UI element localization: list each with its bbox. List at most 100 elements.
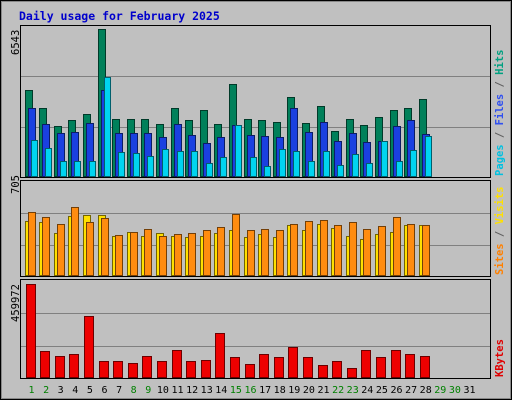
panel-top-bars bbox=[25, 29, 432, 177]
x-tick-day-17: 17 bbox=[259, 385, 271, 396]
bottom-bar-kbytes-day-8 bbox=[128, 363, 138, 378]
panel-middle-ymax: 705 bbox=[10, 175, 22, 194]
x-tick-day-6: 6 bbox=[101, 385, 107, 396]
x-tick-day-11: 11 bbox=[171, 385, 183, 396]
x-tick-day-8: 8 bbox=[131, 385, 137, 396]
x-tick-day-16: 16 bbox=[244, 385, 256, 396]
middle-bar-sites-day-19 bbox=[290, 224, 298, 276]
bottom-legend-part: KBytes bbox=[494, 339, 506, 377]
middle-bar-sites-day-26 bbox=[393, 217, 401, 276]
x-tick-day-7: 7 bbox=[116, 385, 122, 396]
middle-bar-sites-day-2 bbox=[42, 217, 50, 276]
bottom-bar-kbytes-day-28 bbox=[420, 356, 430, 378]
middle-bar-sites-day-11 bbox=[174, 234, 182, 276]
middle-bar-sites-day-20 bbox=[305, 221, 313, 276]
middle-bar-sites-day-1 bbox=[28, 212, 36, 276]
middle-bar-sites-day-21 bbox=[320, 220, 328, 276]
top-bar-pages-day-14 bbox=[220, 157, 227, 177]
x-tick-day-15: 15 bbox=[230, 385, 242, 396]
middle-bar-sites-day-5 bbox=[86, 222, 94, 276]
top-legend-part: / bbox=[494, 125, 506, 144]
top-bar-pages-day-15 bbox=[235, 125, 242, 177]
top-bar-pages-day-2 bbox=[45, 148, 52, 177]
middle-bar-sites-day-9 bbox=[144, 229, 152, 276]
top-legend-part: Files bbox=[494, 94, 506, 126]
bottom-bar-kbytes-day-20 bbox=[303, 357, 313, 378]
middle-bar-sites-day-7 bbox=[115, 235, 123, 276]
x-tick-day-1: 1 bbox=[28, 385, 34, 396]
top-bar-pages-day-27 bbox=[410, 150, 417, 177]
bottom-bar-kbytes-day-22 bbox=[332, 361, 342, 378]
bottom-bar-kbytes-day-26 bbox=[391, 350, 401, 378]
bottom-bar-kbytes-day-10 bbox=[157, 361, 167, 378]
panel-top-legend: Pages / Files / Hits bbox=[494, 50, 506, 176]
middle-bar-sites-day-18 bbox=[276, 230, 284, 276]
bottom-bar-kbytes-day-14 bbox=[215, 333, 225, 378]
middle-bar-sites-day-25 bbox=[378, 226, 386, 276]
middle-legend-part: Sites bbox=[494, 243, 506, 275]
middle-bar-sites-day-16 bbox=[247, 230, 255, 276]
x-tick-day-22: 22 bbox=[332, 385, 344, 396]
middle-bar-sites-day-12 bbox=[188, 233, 196, 276]
top-bar-pages-day-12 bbox=[191, 151, 198, 177]
panel-middle-bars bbox=[25, 207, 430, 276]
top-bar-pages-day-16 bbox=[250, 157, 257, 177]
x-tick-day-4: 4 bbox=[72, 385, 78, 396]
top-bar-pages-day-25 bbox=[381, 141, 388, 177]
top-bar-pages-day-24 bbox=[366, 163, 373, 177]
middle-bar-sites-day-23 bbox=[349, 222, 357, 276]
bottom-bar-kbytes-day-24 bbox=[361, 350, 371, 378]
top-bar-pages-day-19 bbox=[293, 151, 300, 177]
middle-bar-sites-day-3 bbox=[57, 224, 65, 276]
middle-legend-part: Visits bbox=[494, 186, 506, 224]
top-bar-pages-day-17 bbox=[264, 166, 271, 177]
x-tick-day-2: 2 bbox=[43, 385, 49, 396]
x-tick-day-5: 5 bbox=[87, 385, 93, 396]
middle-bar-sites-day-4 bbox=[71, 207, 79, 276]
bottom-bar-kbytes-day-12 bbox=[186, 361, 196, 378]
x-tick-day-28: 28 bbox=[420, 385, 432, 396]
x-axis-tick-labels: 1 2 3 4 5 6 7 8 9 10 11 12 13 14 15 16 17 18 19 20 21 22 23 24 2… bbox=[28, 385, 475, 396]
middle-bar-sites-day-24 bbox=[363, 229, 371, 276]
top-bar-pages-day-22 bbox=[337, 165, 344, 177]
x-tick-day-14: 14 bbox=[215, 385, 227, 396]
chart-title: Daily usage for February 2025 bbox=[19, 9, 220, 23]
bottom-bar-kbytes-day-25 bbox=[376, 357, 386, 378]
panel-middle: 705 Sites / Visits bbox=[10, 175, 506, 277]
middle-bar-sites-day-8 bbox=[130, 232, 138, 276]
bottom-bar-kbytes-day-27 bbox=[405, 354, 415, 378]
panel-bottom-bars bbox=[26, 284, 430, 378]
top-bar-pages-day-28 bbox=[425, 136, 432, 177]
top-bar-pages-day-3 bbox=[60, 161, 67, 177]
middle-bar-sites-day-6 bbox=[101, 218, 109, 276]
bottom-bar-kbytes-day-7 bbox=[113, 361, 123, 378]
top-bar-pages-day-10 bbox=[162, 149, 169, 177]
bottom-bar-kbytes-day-4 bbox=[69, 354, 79, 378]
middle-bar-sites-day-15 bbox=[232, 214, 240, 276]
top-legend-part: Hits bbox=[494, 50, 506, 75]
top-bar-pages-day-4 bbox=[74, 161, 81, 177]
x-tick-day-19: 19 bbox=[288, 385, 300, 396]
top-legend-part: / bbox=[494, 75, 506, 94]
middle-bar-sites-day-13 bbox=[203, 230, 211, 276]
x-tick-day-20: 20 bbox=[303, 385, 315, 396]
top-bar-pages-day-9 bbox=[147, 156, 154, 177]
panel-top-ymax: 6543 bbox=[10, 30, 22, 55]
panel-bottom: 459972 KBytes bbox=[10, 279, 506, 379]
x-tick-day-9: 9 bbox=[145, 385, 151, 396]
x-tick-day-21: 21 bbox=[317, 385, 329, 396]
panel-middle-legend: Sites / Visits bbox=[494, 186, 506, 275]
top-bar-pages-day-21 bbox=[323, 151, 330, 177]
x-tick-day-31: 31 bbox=[463, 385, 475, 396]
bottom-bar-kbytes-day-6 bbox=[99, 361, 109, 378]
middle-legend-part: / bbox=[494, 224, 506, 243]
panel-bottom-legend: KBytes bbox=[494, 339, 506, 377]
top-bar-pages-day-11 bbox=[177, 151, 184, 177]
bottom-bar-kbytes-day-5 bbox=[84, 316, 94, 378]
x-tick-day-29: 29 bbox=[434, 385, 446, 396]
middle-bar-sites-day-22 bbox=[334, 225, 342, 276]
panel-top: 6543 Pages / Files / Hits bbox=[10, 25, 506, 178]
top-legend-part: Pages bbox=[494, 144, 506, 176]
panel-bottom-ymax: 459972 bbox=[10, 284, 22, 322]
